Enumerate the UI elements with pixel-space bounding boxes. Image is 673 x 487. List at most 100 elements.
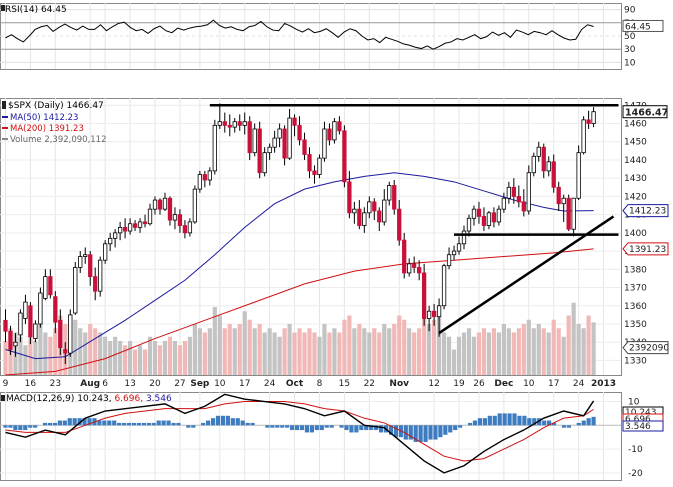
volume-bar xyxy=(377,332,382,375)
volume-bar xyxy=(137,345,143,375)
macd-histogram-bar xyxy=(349,425,354,433)
macd-histogram-bar xyxy=(339,425,344,428)
macd-title-value: 3.546 xyxy=(146,394,172,404)
macd-histogram-bar xyxy=(72,418,77,426)
macd-histogram-bar xyxy=(186,425,191,428)
macd-histogram-bar xyxy=(551,422,557,426)
candle-body xyxy=(297,124,302,141)
candle-body xyxy=(506,186,512,199)
volume-bar xyxy=(202,332,207,375)
candle-body xyxy=(471,208,477,219)
volume-bar xyxy=(147,336,153,375)
candle-body xyxy=(53,296,58,323)
volume-bar xyxy=(172,341,178,375)
candle-body xyxy=(337,121,342,132)
macd-value-label: 6.696 xyxy=(625,415,651,425)
volume-bar xyxy=(432,319,437,375)
candle-body xyxy=(267,146,272,154)
macd-tick-label: -20 xyxy=(628,469,643,479)
macd-histogram-bar xyxy=(191,425,196,428)
volume-bar xyxy=(506,328,511,375)
macd-histogram-bar xyxy=(77,418,82,426)
macd-histogram-bar xyxy=(3,425,8,428)
legend-entry: MA(200) 1391.23 xyxy=(10,124,84,134)
macd-histogram-bar xyxy=(477,418,483,426)
x-axis-label: 20 xyxy=(149,379,161,389)
candle-body xyxy=(347,181,352,214)
macd-title-value: 6.696, xyxy=(114,394,146,404)
volume-bar xyxy=(292,332,297,375)
price-tick-label: 1460 xyxy=(624,120,647,130)
volume-bar xyxy=(407,328,412,375)
macd-histogram-bar xyxy=(482,418,487,426)
volume-bar xyxy=(252,328,257,375)
candle-body xyxy=(207,170,212,181)
x-axis-label: 19 xyxy=(453,379,465,389)
candle-body xyxy=(431,310,437,318)
macd-title-value: 10.243, xyxy=(77,394,114,404)
candle-body xyxy=(551,161,556,188)
x-axis-label: 2013 xyxy=(591,379,616,389)
legend-entry: Volume 2,392,090,112 xyxy=(10,135,107,145)
candle-body xyxy=(103,243,108,261)
candle-body xyxy=(402,239,407,274)
candle-body xyxy=(307,154,312,172)
volume-bar xyxy=(466,328,472,375)
price-title: $SPX (Daily) 1466.47 xyxy=(8,101,104,111)
candle-body xyxy=(407,263,412,274)
candle-body xyxy=(332,121,337,141)
macd-histogram-bar xyxy=(131,422,137,426)
macd-histogram-bar xyxy=(13,425,18,431)
macd-histogram-bar xyxy=(576,422,581,426)
macd-indicator-label: MACD(12,26,9) xyxy=(6,394,77,404)
volume-bar xyxy=(262,332,267,375)
volume-bar xyxy=(197,328,202,375)
candle-body xyxy=(187,221,193,234)
candle-body xyxy=(456,243,462,252)
ma200-line xyxy=(5,248,594,376)
candle-body xyxy=(23,301,28,319)
x-axis-label: 22 xyxy=(364,379,375,389)
macd-tick-label: 10 xyxy=(628,398,640,408)
x-axis-label: 8 xyxy=(317,379,323,389)
candle-body xyxy=(536,146,541,157)
macd-histogram-bar xyxy=(18,425,23,431)
volume-bar xyxy=(118,341,123,375)
x-axis-label: 10 xyxy=(214,379,226,389)
price-tick-label: 1360 xyxy=(624,302,647,312)
macd-histogram-bar xyxy=(467,422,473,426)
candle-body xyxy=(232,121,237,128)
volume-bar xyxy=(287,324,292,375)
x-axis-label: 9 xyxy=(3,379,9,389)
macd-histogram-bar xyxy=(527,418,532,426)
x-axis-label: 24 xyxy=(573,379,585,389)
macd-histogram-bar xyxy=(448,425,453,433)
macd-histogram-bar xyxy=(443,425,448,435)
volume-bar xyxy=(38,324,43,375)
volume-bar xyxy=(536,324,541,375)
rsi-legend-swatch xyxy=(1,5,5,11)
candle-body xyxy=(142,221,148,225)
x-axis-label: Dec xyxy=(494,379,513,389)
volume-bar xyxy=(132,349,138,375)
macd-histogram-bar xyxy=(206,420,211,426)
candle-body xyxy=(541,146,546,172)
candle-body xyxy=(491,212,497,223)
candle-body xyxy=(68,314,73,354)
rsi-title: RSI(14) 64.45 xyxy=(5,5,67,15)
macd-histogram-bar xyxy=(23,425,28,431)
volume-bar xyxy=(322,324,327,375)
candle-body xyxy=(43,276,48,299)
volume-bar xyxy=(317,336,322,375)
volume-bar xyxy=(312,332,317,375)
volume-bar xyxy=(382,324,387,375)
volume-bar xyxy=(541,328,546,375)
macd-histogram-bar xyxy=(329,425,334,428)
candle-body xyxy=(466,217,472,232)
volume-bar xyxy=(302,332,307,375)
candle-body xyxy=(162,197,168,210)
volume-bar xyxy=(427,324,432,375)
macd-tick-label: -10 xyxy=(628,445,643,455)
macd-histogram-bar xyxy=(265,425,270,428)
macd-histogram-bar xyxy=(210,418,216,426)
